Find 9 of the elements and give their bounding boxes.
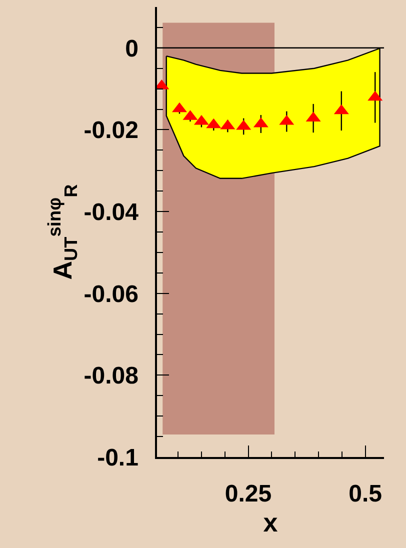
y-tick-label: -0.04 [84,198,140,226]
x-axis-title: x [263,508,278,538]
x-tick-label: 0.25 [224,480,272,508]
x-tick-label: 0.5 [348,480,382,508]
y-tick-label: -0.06 [84,280,138,308]
y-tick-label: -0.1 [97,444,138,472]
y-tick-label: 0 [125,35,138,62]
y-tick-label: -0.08 [84,362,138,390]
y-tick-label: -0.02 [84,117,138,144]
